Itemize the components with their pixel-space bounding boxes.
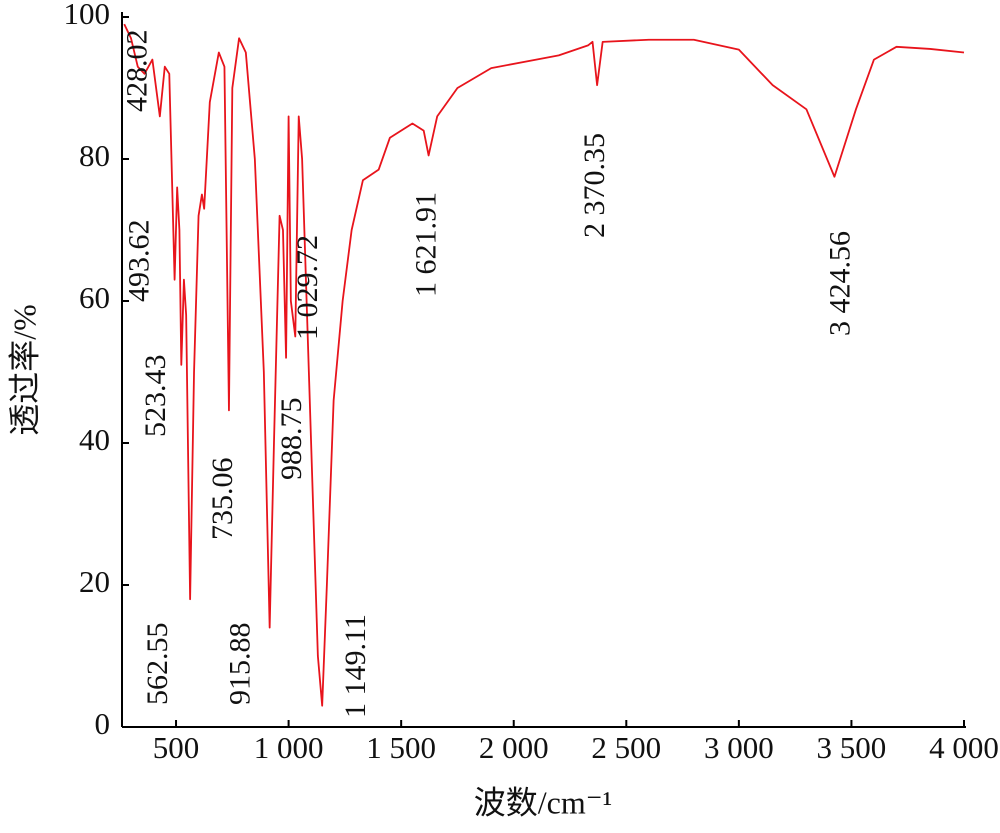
y-tick-label: 80 <box>79 138 110 173</box>
x-axis-label: 波数/cm⁻¹ <box>474 784 612 820</box>
x-tick-label: 2 000 <box>479 730 549 765</box>
y-tick-label: 60 <box>79 280 110 315</box>
y-tick-label: 0 <box>95 706 111 741</box>
peak-label: 1 621.91 <box>410 192 443 297</box>
x-tick-label: 1 500 <box>366 730 436 765</box>
x-tick-label: 3 000 <box>704 730 774 765</box>
peak-label: 493.62 <box>122 220 155 303</box>
peak-label: 1 149.11 <box>339 614 372 718</box>
y-axis-label: 透过率/% <box>6 304 42 436</box>
spectrum-line <box>123 23 965 707</box>
x-tick-label: 2 500 <box>591 730 661 765</box>
peak-label: 915.88 <box>224 623 257 706</box>
peak-label: 523.43 <box>139 355 172 438</box>
x-tick-label: 3 500 <box>817 730 887 765</box>
peak-label: 988.75 <box>275 398 308 481</box>
peak-label: 1 029.72 <box>291 235 324 340</box>
peak-label: 2 370.35 <box>578 133 611 238</box>
peak-label: 562.55 <box>141 623 174 706</box>
peak-label: 3 424.56 <box>823 231 856 336</box>
x-tick-label: 1 000 <box>254 730 324 765</box>
y-tick-label: 40 <box>79 422 110 457</box>
x-tick-label: 4 000 <box>929 730 999 765</box>
y-tick-label: 100 <box>64 0 111 31</box>
peak-label: 735.06 <box>206 458 239 541</box>
y-tick-label: 20 <box>79 564 110 599</box>
x-tick-label: 500 <box>153 730 200 765</box>
peak-label: 428.02 <box>121 30 154 113</box>
